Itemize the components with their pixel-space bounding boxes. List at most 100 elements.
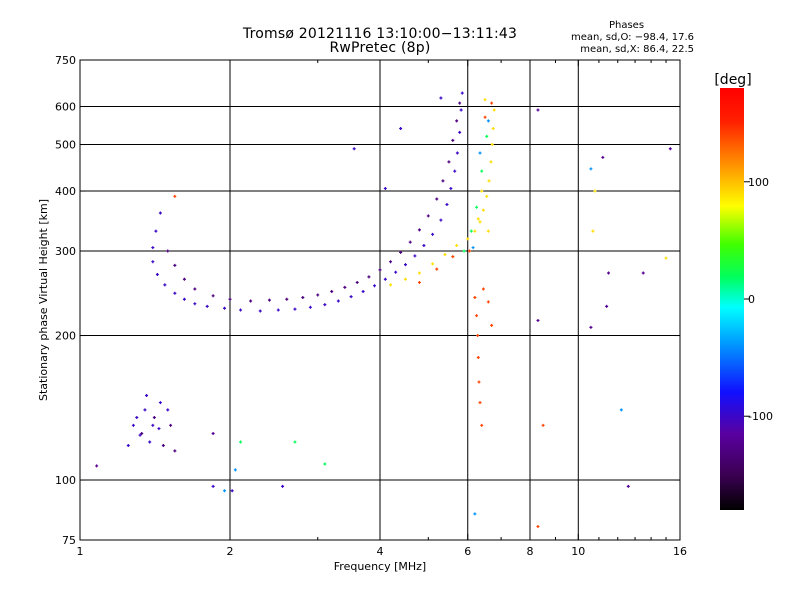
data-point: [468, 249, 472, 253]
data-point: [449, 186, 453, 190]
data-point: [151, 423, 155, 427]
phase-stats-x: mean, sd,X: 86.4, 22.5: [580, 44, 694, 55]
data-point: [182, 297, 186, 301]
data-point: [475, 205, 479, 209]
data-point: [492, 108, 496, 112]
x-tick-label: 6: [464, 545, 471, 558]
data-point: [462, 249, 466, 253]
data-point: [399, 250, 403, 254]
data-point: [476, 334, 480, 338]
x-tick-label: 16: [673, 545, 687, 558]
data-point: [413, 254, 417, 258]
y-tick-label: 600: [55, 101, 76, 114]
data-point: [169, 423, 173, 427]
data-point: [485, 134, 489, 138]
data-point: [158, 401, 162, 405]
data-point: [593, 189, 597, 193]
data-point: [473, 296, 477, 300]
data-point: [140, 432, 144, 436]
data-point: [431, 232, 435, 236]
y-tick-label: 750: [55, 54, 76, 67]
data-point: [145, 394, 149, 398]
data-point: [605, 304, 609, 308]
data-point: [131, 423, 135, 427]
data-point: [490, 143, 494, 147]
data-point: [417, 271, 421, 275]
colorbar-tick-label: 0: [748, 293, 755, 306]
data-point: [426, 214, 430, 218]
data-point: [293, 307, 297, 311]
data-point: [239, 308, 243, 312]
data-point: [453, 169, 457, 173]
phase-stats: Phases mean, sd,O: −98.4, 17.6 mean, sd,…: [571, 20, 694, 56]
data-point: [155, 273, 159, 277]
data-point: [276, 308, 280, 312]
data-point: [182, 277, 186, 281]
y-tick-label: 300: [55, 245, 76, 258]
data-point: [166, 408, 170, 412]
data-point: [480, 423, 484, 427]
data-point: [486, 119, 490, 123]
data-point: [258, 309, 262, 313]
data-point: [668, 147, 672, 151]
data-point: [223, 489, 227, 493]
data-point: [589, 325, 593, 329]
data-point: [619, 408, 623, 412]
data-point: [458, 130, 462, 134]
data-point: [151, 246, 155, 250]
y-axis-label: Stationary phase Virtual Height [km]: [37, 199, 50, 401]
data-point: [193, 287, 197, 291]
data-point: [228, 297, 232, 301]
data-point: [473, 229, 477, 233]
y-tick-label: 400: [55, 185, 76, 198]
data-point: [458, 101, 462, 105]
data-point: [399, 126, 403, 130]
y-tick-label: 200: [55, 330, 76, 343]
data-point: [487, 179, 491, 183]
data-point: [173, 194, 177, 198]
data-point: [193, 302, 197, 306]
data-point: [626, 484, 630, 488]
data-point: [173, 291, 177, 295]
data-point: [336, 299, 340, 303]
data-point: [455, 119, 459, 123]
colorbar-tick-label: 100: [748, 176, 769, 189]
data-point: [143, 408, 147, 412]
data-point: [451, 255, 455, 259]
data-point: [455, 151, 459, 155]
data-point: [469, 229, 473, 233]
data-point: [408, 240, 412, 244]
data-point: [126, 444, 130, 448]
data-point: [447, 160, 451, 164]
data-point: [403, 277, 407, 281]
data-point: [239, 440, 243, 444]
data-point: [476, 355, 480, 359]
data-point: [439, 96, 443, 100]
data-point: [431, 262, 435, 266]
data-point: [480, 169, 484, 173]
data-point: [223, 306, 227, 310]
data-point: [211, 294, 215, 298]
data-point: [443, 253, 447, 257]
data-point: [485, 194, 489, 198]
data-point: [152, 415, 156, 419]
data-point: [477, 380, 481, 384]
colorbar-tick-label: -100: [748, 410, 773, 423]
data-point: [154, 229, 158, 233]
x-tick-label: 2: [227, 545, 234, 558]
data-point: [323, 303, 327, 307]
data-point: [455, 244, 459, 248]
data-point: [481, 208, 485, 212]
data-point: [459, 108, 463, 112]
data-point: [541, 423, 545, 427]
data-point: [352, 147, 356, 151]
data-point: [330, 290, 334, 294]
data-point: [383, 186, 387, 190]
data-point: [536, 525, 540, 529]
colorbar: [720, 88, 744, 510]
data-point: [301, 296, 305, 300]
data-point: [355, 280, 359, 284]
phase-stats-o: mean, sd,O: −98.4, 17.6: [571, 32, 694, 43]
data-point: [478, 151, 482, 155]
data-point: [389, 260, 393, 264]
